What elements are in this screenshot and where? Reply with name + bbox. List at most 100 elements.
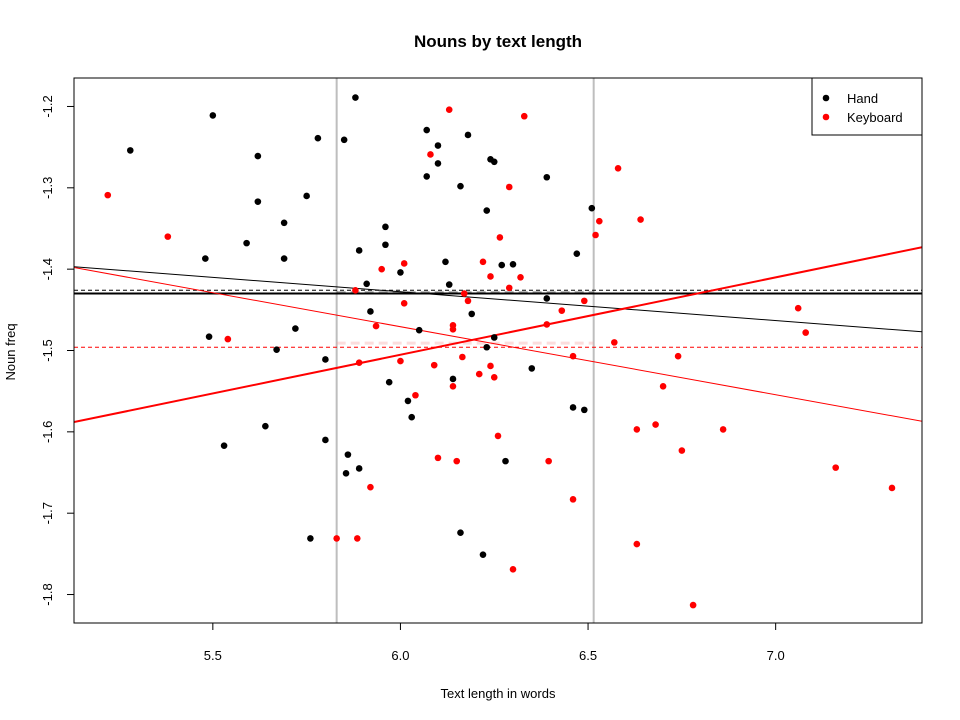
data-point — [468, 310, 476, 318]
data-point — [224, 335, 232, 343]
series-hand — [126, 94, 596, 558]
legend-marker — [822, 94, 830, 102]
data-point — [254, 198, 262, 205]
x-axis-label: Text length in words — [441, 686, 556, 701]
data-point — [400, 260, 408, 267]
data-point — [719, 426, 727, 433]
y-tick-label: -1.4 — [40, 258, 55, 280]
data-point — [464, 297, 472, 305]
data-point — [430, 361, 438, 369]
data-point — [449, 321, 457, 329]
data-point — [581, 297, 588, 305]
data-point — [802, 329, 809, 336]
data-point — [205, 333, 213, 340]
data-point — [333, 535, 340, 542]
data-point — [543, 173, 551, 181]
data-point — [674, 352, 682, 360]
data-point — [528, 365, 536, 372]
data-point — [303, 192, 310, 200]
data-point — [588, 204, 596, 212]
data-point — [509, 260, 517, 268]
y-tick-label: -1.5 — [40, 339, 55, 361]
data-point — [445, 106, 453, 114]
data-point — [543, 321, 551, 328]
data-point — [496, 234, 504, 241]
data-point — [340, 136, 348, 144]
legend-label: Hand — [847, 91, 878, 106]
data-point — [637, 216, 644, 223]
regression-line — [74, 267, 922, 422]
data-point — [372, 322, 380, 330]
data-point — [367, 308, 374, 315]
data-point — [487, 273, 494, 280]
data-point — [344, 451, 352, 458]
data-point — [543, 295, 551, 302]
y-tick-label: -1.8 — [40, 583, 55, 605]
data-point — [490, 158, 498, 166]
data-point — [280, 255, 288, 262]
data-point — [404, 397, 412, 405]
data-point — [659, 382, 667, 390]
data-point — [220, 442, 228, 449]
data-point — [352, 94, 359, 101]
data-point — [423, 173, 431, 180]
data-point — [427, 151, 434, 158]
plot-frame — [73, 77, 923, 624]
data-point — [517, 273, 524, 281]
data-point — [479, 258, 487, 266]
legend-label: Keyboard — [847, 110, 903, 125]
data-point — [459, 353, 466, 361]
data-point — [254, 152, 262, 160]
data-point — [382, 223, 389, 231]
data-point — [273, 346, 280, 353]
data-point — [464, 131, 472, 139]
data-point — [243, 239, 250, 247]
data-point — [490, 374, 498, 381]
legend-box — [811, 77, 923, 136]
data-point — [611, 339, 618, 346]
data-point — [353, 535, 361, 542]
data-point — [322, 356, 329, 363]
data-point — [479, 551, 487, 558]
data-point — [322, 436, 329, 444]
data-point — [457, 529, 464, 537]
data-point — [382, 241, 389, 249]
data-point — [558, 307, 566, 314]
data-point — [502, 457, 509, 465]
data-point — [378, 265, 385, 273]
data-point — [498, 261, 506, 269]
data-point — [457, 182, 464, 190]
data-point — [573, 250, 581, 258]
data-point — [445, 281, 453, 288]
data-point — [460, 290, 468, 297]
y-tick-label: -1.3 — [40, 177, 55, 199]
data-point — [355, 247, 363, 254]
data-point — [794, 304, 802, 312]
data-point — [434, 160, 442, 167]
data-point — [415, 326, 423, 334]
data-point — [888, 484, 896, 492]
series-keyboard — [104, 106, 896, 609]
data-point — [449, 382, 457, 390]
data-point — [423, 126, 431, 134]
data-point — [202, 255, 209, 262]
regression-line — [74, 246, 922, 424]
data-point — [509, 566, 517, 573]
data-point — [412, 391, 419, 399]
data-point — [483, 343, 491, 351]
data-point — [494, 432, 502, 440]
data-point — [453, 457, 461, 465]
x-tick-label: 5.5 — [204, 648, 222, 663]
y-tick-label: -1.7 — [40, 502, 55, 524]
data-point — [520, 112, 528, 120]
plot-area — [74, 78, 922, 623]
data-point — [352, 287, 359, 294]
regression-line — [74, 266, 922, 333]
data-point — [292, 325, 299, 332]
data-point — [307, 535, 314, 542]
data-point — [569, 496, 577, 503]
data-point — [596, 217, 603, 225]
data-point — [104, 191, 112, 199]
data-point — [487, 362, 494, 370]
